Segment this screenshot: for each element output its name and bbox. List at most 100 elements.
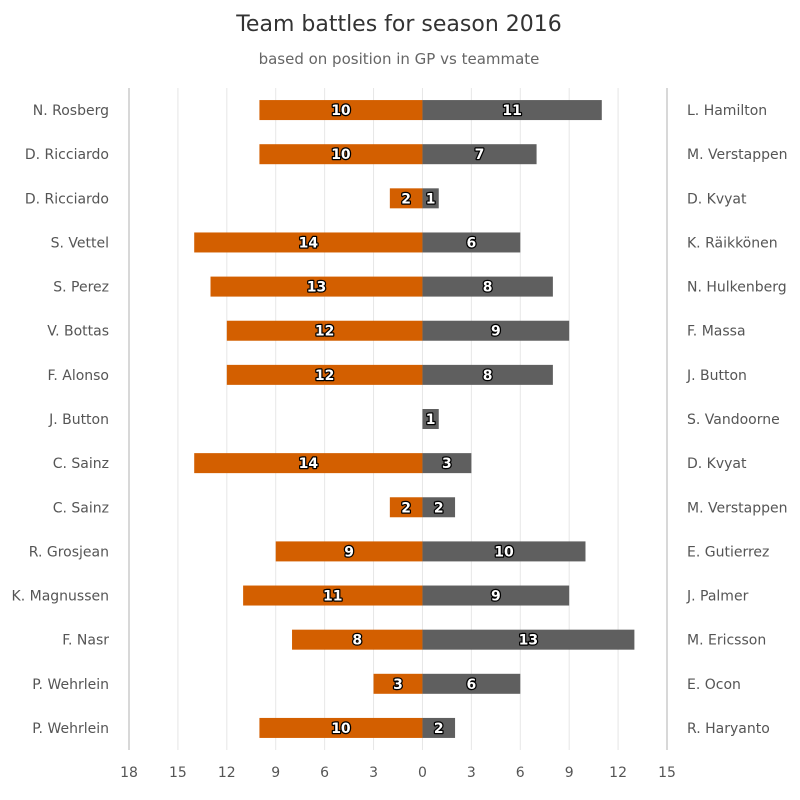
category-label-left: S. Vettel [51,235,109,251]
data-label-right: 8 [483,368,493,384]
x-tick-label: 6 [516,765,525,781]
bar-right [422,541,586,562]
category-label-left: D. Ricciardo [25,191,109,207]
x-tick-label: 12 [218,765,236,781]
bar-left [373,673,423,694]
category-label-right: S. Vandoorne [687,412,780,428]
data-label-right: 9 [491,589,501,605]
data-label-right: 6 [466,235,476,251]
category-label-right: J. Palmer [686,589,749,605]
bar-left [259,100,423,121]
data-label-left: 14 [299,456,319,472]
category-label-left: P. Wehrlein [32,677,109,693]
category-label-left: C. Sainz [53,500,109,516]
category-label-right: M. Verstappen [687,147,787,163]
x-tick-label: 3 [369,765,378,781]
x-tick-label: 18 [120,765,138,781]
data-label-right: 13 [519,633,538,649]
bar-right [422,364,553,385]
data-label-left: 10 [331,103,351,119]
data-label-right: 11 [502,103,521,119]
data-label-left: 8 [352,633,362,649]
x-tick-label: 9 [271,765,280,781]
x-tick-label: 0 [418,765,427,781]
chart-subtitle: based on position in GP vs teammate [259,50,540,68]
data-label-right: 7 [475,147,485,163]
category-label-right: M. Verstappen [687,500,787,516]
bar-left [194,232,423,253]
category-label-right: D. Kvyat [687,456,747,472]
bar-right [422,717,456,738]
bar-left [226,320,423,341]
data-label-left: 3 [393,677,403,693]
grid-layer [128,88,668,750]
x-tick-label: 9 [565,765,574,781]
bar-right [422,188,439,209]
x-tick-label: 15 [169,765,187,781]
x-tick-label: 6 [320,765,329,781]
category-label-left: K. Magnussen [12,589,109,605]
x-axis-ticks: 18 15 12 9 6 3 0 3 6 9 12 15 [120,765,676,781]
x-tick-label: 3 [467,765,476,781]
chart-title: Team battles for season 2016 [235,12,562,37]
bar-right [422,585,570,606]
bar-right [422,409,439,429]
category-label-right: E. Ocon [687,677,741,693]
bar-right [422,673,521,694]
category-label-left: F. Nasr [62,633,109,649]
data-label-left: 12 [315,324,334,340]
bar-left [275,541,423,562]
data-label-left: 10 [331,147,351,163]
data-label-left: 2 [401,191,411,207]
category-label-right: N. Hulkenberg [687,280,787,296]
data-label-left: 12 [315,368,334,384]
bar-left [389,497,423,518]
data-label-right: 9 [491,324,501,340]
category-label-right: E. Gutierrez [687,544,769,560]
bar-left [226,364,423,385]
category-label-left: N. Rosberg [33,103,109,119]
data-label-right: 3 [442,456,452,472]
bar-right [422,144,537,165]
category-label-right: L. Hamilton [687,103,767,119]
data-label-right: 1 [426,191,436,207]
bar-right [422,100,602,121]
category-label-right: K. Räikkönen [687,235,778,251]
category-label-left: V. Bottas [47,324,109,340]
category-label-left: C. Sainz [53,456,109,472]
bar-left [210,276,423,297]
bars-layer [194,100,635,738]
data-label-left: 13 [307,280,326,296]
data-label-left: 11 [323,589,342,605]
category-label-left: R. Grosjean [29,544,109,560]
data-label-left: 10 [331,721,351,737]
category-label-right: M. Ericsson [687,633,766,649]
data-label-right: 2 [434,500,444,516]
category-label-left: J. Button [48,412,109,428]
bar-left [259,717,423,738]
data-label-right: 2 [434,721,444,737]
category-label-right: J. Button [686,368,747,384]
bar-left [243,585,423,606]
data-label-right: 8 [483,280,493,296]
data-label-left: 14 [299,235,319,251]
category-label-right: F. Massa [687,324,746,340]
data-label-left: 9 [344,544,354,560]
category-label-left: S. Perez [53,280,109,296]
data-label-right: 10 [494,544,514,560]
bar-right [422,232,521,253]
data-label-left: 2 [401,500,411,516]
bar-left [292,629,423,650]
bar-right [422,320,570,341]
category-label-left: P. Wehrlein [32,721,109,737]
bar-right [422,629,635,650]
category-label-left: F. Alonso [48,368,109,384]
labels-layer: 10 11 N. Rosberg L. Hamilton 10 7 D. Ricciardo… [12,102,788,738]
bar-right [422,453,472,474]
category-label-right: D. Kvyat [687,191,747,207]
x-tick-label: 15 [658,765,676,781]
bar-left [259,144,423,165]
bar-left [389,188,423,209]
data-label-right: 6 [466,677,476,693]
